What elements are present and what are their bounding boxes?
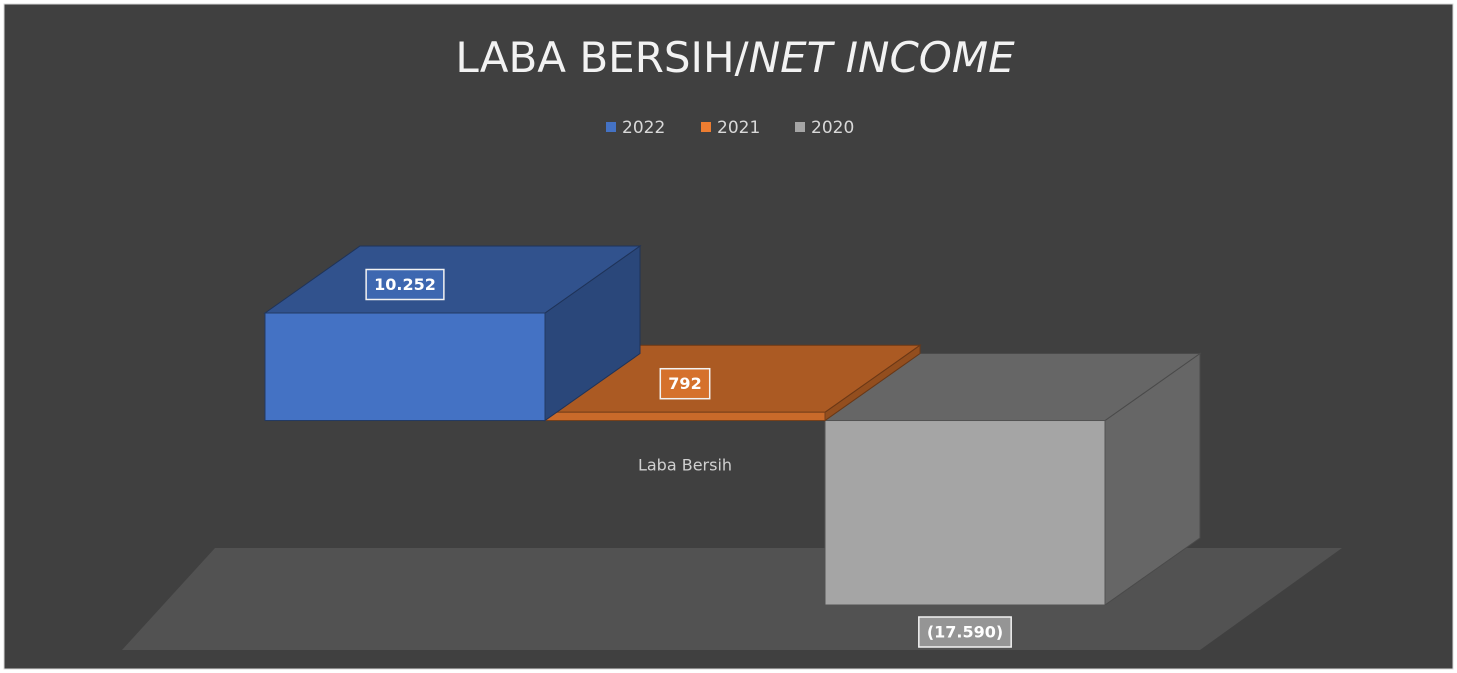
data-label: 792 [659,367,711,400]
data-label-box [918,616,1012,648]
x-tick-label: Laba Bersih [638,456,732,475]
bar [544,411,826,422]
legend-label: 2020 [811,118,854,138]
data-label-box [659,367,711,400]
legend-swatch [606,122,616,132]
bar [264,312,546,422]
chart-title: LABA BERSIH/NET INCOME [455,33,1015,82]
data-label-text: 10.252 [374,275,436,294]
bar [824,420,1106,606]
data-label-box [365,268,445,301]
legend-label: 2021 [717,118,760,138]
data-label: 10.252 [365,268,445,301]
data-label-text: 792 [668,374,701,393]
data-label-text: (17.590) [927,623,1003,642]
legend-label: 2022 [622,118,665,138]
data-label: (17.590) [918,616,1012,648]
legend-swatch [701,122,711,132]
legend-swatch [795,122,805,132]
